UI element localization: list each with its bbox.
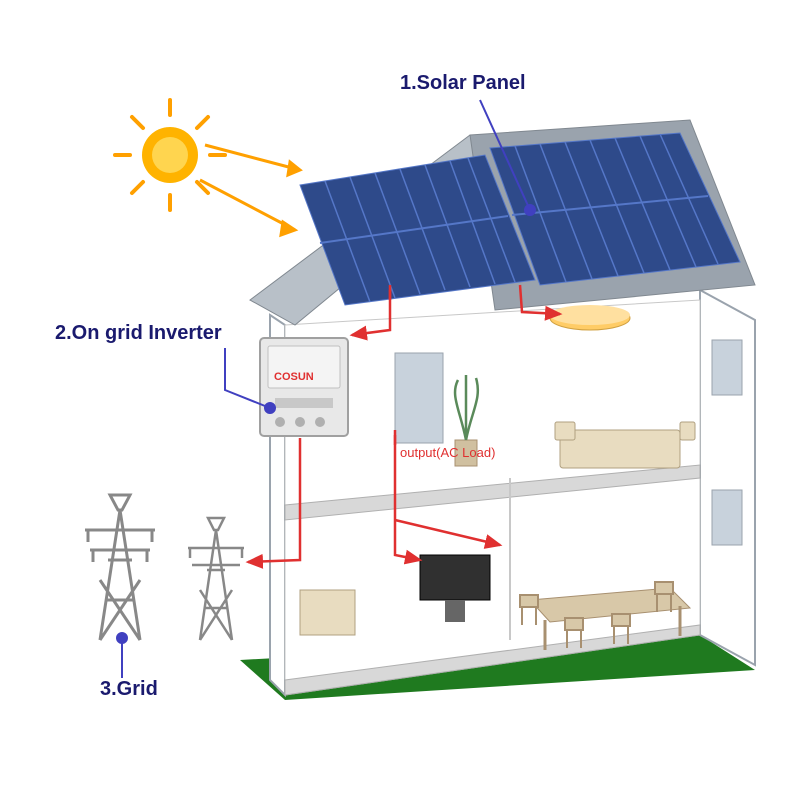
- label-solar-panel: 1.Solar Panel: [400, 72, 526, 95]
- pylon-icon-1: [85, 495, 155, 640]
- sun-icon: [115, 100, 225, 210]
- inverter-icon: COSUN: [260, 338, 348, 436]
- pylon-icon-2: [188, 518, 244, 640]
- window-interior-upper: [395, 353, 443, 443]
- label-grid: 3.Grid: [100, 678, 158, 701]
- svg-text:COSUN: COSUN: [274, 371, 314, 383]
- label-ac-load: output(AC Load): [400, 445, 495, 460]
- window-ext-2: [712, 490, 742, 545]
- label-inverter: 2.On grid Inverter: [55, 322, 222, 345]
- sun-ray-arrows: [200, 145, 300, 235]
- window-ext-1: [712, 340, 742, 395]
- ceiling-light-icon: [550, 305, 630, 330]
